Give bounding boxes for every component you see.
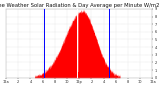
Title: Milwaukee Weather Solar Radiation & Day Average per Minute W/m2 (Today): Milwaukee Weather Solar Radiation & Day …	[0, 3, 160, 8]
